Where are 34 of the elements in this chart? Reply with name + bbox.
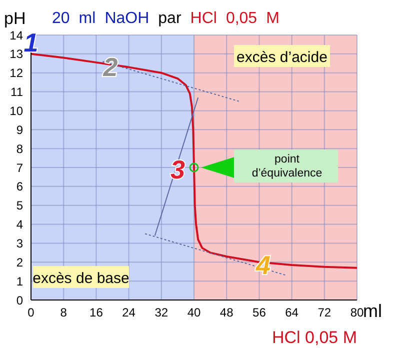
y-tick-label: 2 [16,255,24,270]
y-axis-title: pH [4,9,26,28]
y-tick-label: 1 [16,274,24,288]
y-tick-label: 4 [16,218,24,232]
x-tick-label: 64 [285,306,299,320]
y-tick-label: 11 [10,85,24,100]
y-tick-label: 6 [16,180,24,194]
x-tick-label: 16 [90,306,104,320]
x-tick-label: 72 [318,306,332,320]
text: HCl 0,05 M [272,328,357,347]
x-tick-label: 8 [60,306,68,320]
y-tick-label: 3 [16,236,24,250]
x-tick-label: 48 [220,306,234,320]
y-tick-label: 12 [10,66,24,80]
band-label: excès de base [32,270,130,287]
band-label: excès d’acide [236,49,328,66]
x-tick-label: 24 [122,306,136,320]
x-tick-label: 40 [187,306,201,320]
y-tick-label: 7 [16,160,24,175]
x-tick-label: 56 [252,306,266,320]
y-tick-label: 0 [16,293,24,308]
x-tick-label: 0 [28,306,35,320]
y-tick-label: 9 [16,122,24,137]
chart-title: 20 ml NaOH par HCl 0,05 M [52,10,280,27]
x-axis-title: ml [363,301,382,321]
y-tick-label: 14 [10,28,24,42]
y-tick-label: 13 [10,47,24,62]
x-tick-label: 80 [350,306,364,320]
annotation: 3 [170,154,186,184]
y-tick-label: 8 [16,142,24,156]
y-tick-label: 5 [16,198,24,213]
y-tick-label: 10 [10,104,24,118]
annotation: point d’équivalence [252,154,322,180]
x-tick-label: 32 [154,306,168,320]
